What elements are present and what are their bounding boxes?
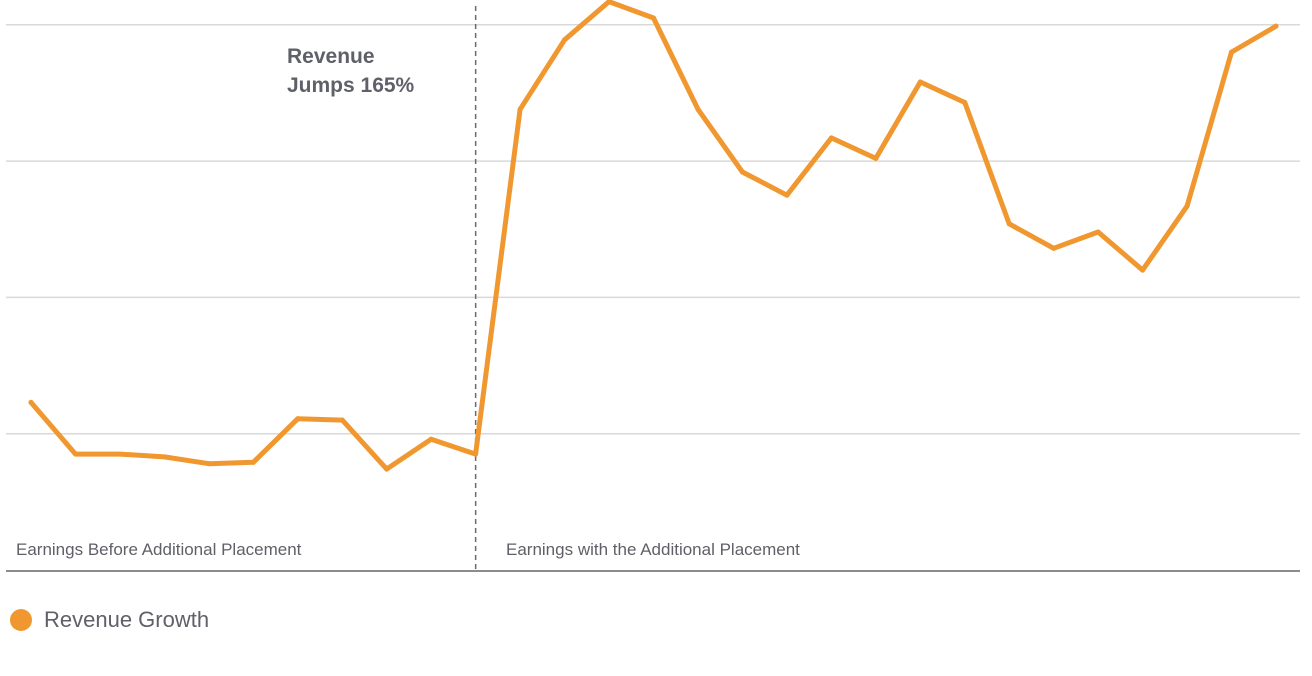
data-point-26 (1140, 267, 1146, 273)
data-point-19 (828, 135, 834, 141)
data-point-28 (1229, 49, 1235, 55)
data-point-9 (384, 466, 390, 472)
data-point-11 (473, 451, 479, 457)
legend-swatch-revenue-growth (10, 609, 32, 631)
data-points (28, 0, 1279, 472)
annotation-headline-line2: Jumps 165% (287, 74, 415, 97)
data-point-20 (873, 155, 879, 161)
data-point-4 (161, 454, 167, 460)
data-point-14 (606, 0, 612, 5)
gridlines (6, 24, 1300, 435)
data-point-29 (1273, 23, 1279, 29)
data-point-25 (1095, 229, 1101, 235)
data-point-3 (117, 451, 123, 457)
data-point-16 (695, 106, 701, 112)
data-point-23 (1006, 221, 1012, 227)
region-label-before: Earnings Before Additional Placement (16, 540, 302, 559)
data-point-13 (562, 37, 568, 43)
data-point-1 (28, 399, 34, 405)
legend: Revenue Growth (10, 607, 209, 633)
data-point-12 (517, 106, 523, 112)
data-point-27 (1184, 203, 1190, 209)
data-point-21 (917, 79, 923, 85)
data-point-7 (295, 416, 301, 422)
data-point-17 (739, 169, 745, 175)
data-point-10 (428, 436, 434, 442)
region-label-after: Earnings with the Additional Placement (506, 540, 800, 559)
data-point-22 (962, 99, 968, 105)
data-point-18 (784, 192, 790, 198)
legend-label-revenue-growth: Revenue Growth (44, 607, 210, 632)
revenue-line-chart: Revenue Jumps 165% Earnings Before Addit… (6, 0, 1300, 572)
data-point-5 (206, 461, 212, 467)
data-point-6 (250, 459, 256, 465)
series-line-revenue-growth (28, 0, 1279, 472)
data-point-2 (72, 451, 78, 457)
data-point-8 (339, 417, 345, 423)
annotation-headline-line1: Revenue (287, 45, 375, 68)
data-point-15 (651, 15, 656, 21)
data-point-24 (1051, 245, 1057, 251)
